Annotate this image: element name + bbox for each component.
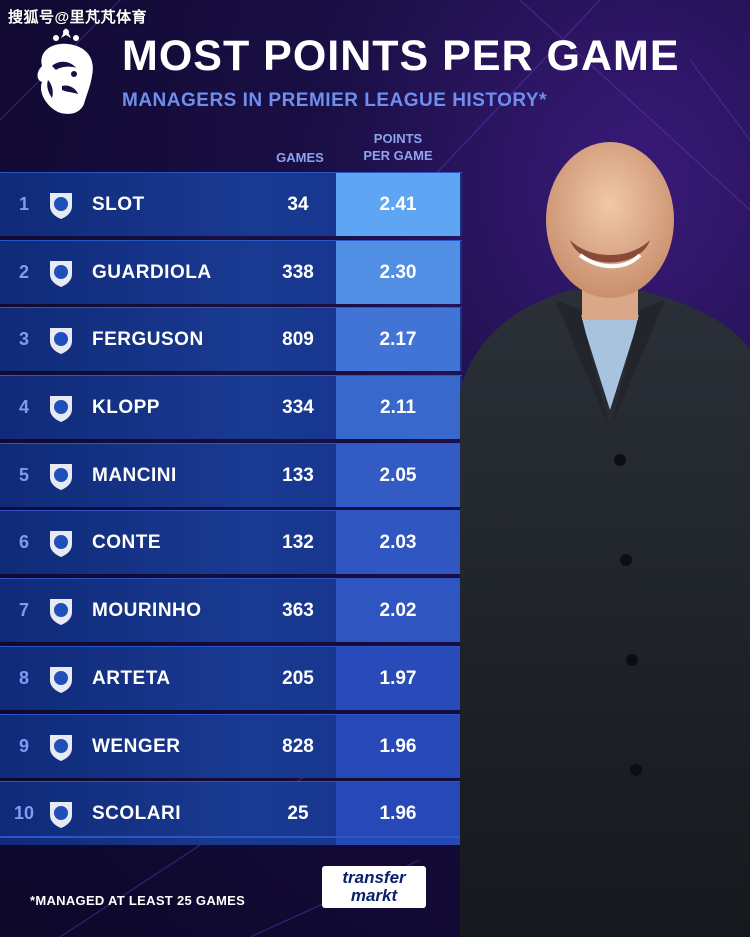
games-value: 133: [282, 464, 314, 486]
games-value: 338: [282, 261, 314, 283]
manager-name: CONTE: [92, 532, 161, 554]
man-city-old-crest-icon: [50, 463, 72, 490]
premier-league-lion-logo: [37, 28, 93, 114]
manager-name: ARTETA: [92, 667, 171, 689]
chelsea-crest-icon: [50, 802, 72, 829]
transfermarkt-logo: transfer markt: [322, 866, 426, 908]
tottenham-united-crest-icon: [50, 599, 72, 626]
footnote: *MANAGED AT LEAST 25 GAMES: [30, 893, 246, 908]
rank-number: 9: [18, 735, 29, 756]
table-row: 7 MOURINHO 363 2.02: [0, 578, 462, 643]
arsenal-crest-icon: [50, 734, 72, 761]
ppg-value: 2.05: [336, 443, 460, 507]
table-row: 3 FERGUSON 809 2.17: [0, 307, 462, 372]
page-title: MOST POINTS PER GAME: [122, 32, 680, 80]
source-watermark: 搜狐号@里芃芃体育: [8, 9, 148, 26]
rank-number: 2: [18, 261, 29, 282]
rank-number: 3: [18, 329, 29, 350]
liverpool-crest-icon: [50, 396, 72, 423]
brand-line2: markt: [350, 886, 398, 905]
manager-name: SLOT: [92, 194, 145, 215]
ppg-header-line1: POINTS: [373, 131, 423, 146]
manager-name: MOURINHO: [92, 600, 202, 622]
ppg-value: 1.96: [336, 782, 460, 846]
manager-photo: [460, 142, 750, 937]
manager-name: KLOPP: [92, 397, 160, 419]
manager-name: SCOLARI: [92, 803, 181, 825]
man-city-crest-icon: [50, 260, 72, 287]
manager-name: MANCINI: [92, 464, 177, 486]
games-value: 809: [282, 329, 314, 351]
brand-line1: transfer: [342, 868, 406, 887]
rank-number: 8: [18, 667, 29, 688]
rank-number: 4: [18, 397, 29, 418]
rank-number: 6: [18, 532, 29, 553]
rank-number: 1: [18, 194, 29, 214]
rank-number: 10: [13, 803, 35, 824]
table-row: 6 CONTE 132 2.03: [0, 510, 462, 575]
games-column-header: GAMES: [262, 149, 338, 166]
table-bottom-divider: [0, 836, 462, 838]
ppg-column-header: POINTS PER GAME: [336, 130, 460, 164]
table-row: 9 WENGER 828 1.96: [0, 713, 462, 778]
games-value: 363: [282, 600, 314, 622]
table-row: 4 KLOPP 334 2.11: [0, 375, 462, 440]
ppg-header-line2: PER GAME: [363, 148, 433, 163]
ppg-value: 2.03: [336, 511, 460, 575]
manager-name: GUARDIOLA: [92, 261, 212, 283]
games-value: 828: [282, 735, 314, 757]
table-row: 10 SCOLARI 25 1.96: [0, 781, 462, 846]
rank-number: 5: [18, 464, 29, 485]
games-header-label: GAMES: [276, 150, 324, 165]
ppg-value: 2.17: [336, 308, 460, 372]
ppg-value: 2.30: [336, 240, 460, 304]
ppg-value: 2.41: [336, 173, 460, 236]
table-row: 1 SLOT 34 2.41: [0, 172, 462, 236]
rank-number: 7: [18, 600, 29, 621]
manager-name: FERGUSON: [92, 329, 204, 351]
ppg-value: 2.11: [336, 376, 460, 440]
games-value: 132: [282, 532, 314, 554]
games-value: 34: [287, 194, 309, 215]
games-value: 25: [287, 803, 309, 825]
ppg-value: 2.02: [336, 579, 460, 643]
manager-name: WENGER: [92, 735, 181, 757]
ppg-value: 1.97: [336, 646, 460, 710]
games-value: 205: [282, 667, 314, 689]
table-row: 5 MANCINI 133 2.05: [0, 442, 462, 507]
man-united-crest-icon: [50, 328, 72, 355]
games-value: 334: [282, 397, 314, 419]
manager-table: 1 SLOT 34 2.41 2 GUARDIOLA 338 2.30 3 FERGUSON 809…: [0, 172, 462, 849]
table-row: 8 ARTETA 205 1.97: [0, 645, 462, 710]
ppg-value: 1.96: [336, 714, 460, 778]
tottenham-chelsea-crest-icon: [50, 531, 72, 558]
liverpool-lfc-crest-icon: [50, 193, 72, 219]
table-row: 2 GUARDIOLA 338 2.30: [0, 239, 462, 304]
arsenal-crest-icon: [50, 666, 72, 693]
page-subtitle: MANAGERS IN PREMIER LEAGUE HISTORY*: [122, 90, 547, 111]
